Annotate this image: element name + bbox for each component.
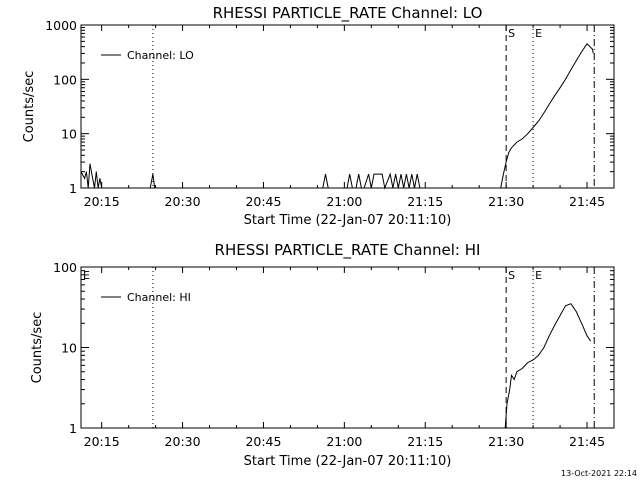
y-tick-label: 100 <box>53 260 77 275</box>
x-axis-label: Start Time (22-Jan-07 20:11:10) <box>244 454 452 469</box>
x-tick-label: 21:30 <box>488 194 524 209</box>
series-line <box>80 43 594 190</box>
x-tick-label: 21:00 <box>326 194 362 209</box>
x-tick-label: 20:15 <box>84 434 120 449</box>
y-tick-label: 1 <box>69 181 77 196</box>
x-tick-label: 21:45 <box>569 194 605 209</box>
y-tick-label: 1 <box>69 421 77 436</box>
x-tick-label: 20:45 <box>245 434 281 449</box>
x-tick-label: 20:30 <box>165 194 201 209</box>
y-tick-label: 1000 <box>45 18 77 33</box>
y-axis-label: Counts/sec <box>30 312 45 384</box>
chart-title: RHESSI PARTICLE_RATE Channel: HI <box>215 241 481 260</box>
x-tick-label: 20:15 <box>84 194 120 209</box>
legend-label: Channel: LO <box>127 49 194 62</box>
chart-title: RHESSI PARTICLE_RATE Channel: LO <box>213 4 483 23</box>
legend-label: Channel: HI <box>127 291 191 304</box>
x-tick-label: 20:30 <box>165 434 201 449</box>
x-tick-label: 21:45 <box>569 434 605 449</box>
marker-label: E <box>535 27 542 40</box>
x-tick-label: 21:15 <box>407 194 443 209</box>
x-tick-label: 20:45 <box>245 194 281 209</box>
marker-label: S <box>508 269 515 282</box>
y-axis-label: Counts/sec <box>22 71 37 143</box>
marker-label: S <box>508 27 515 40</box>
y-tick-label: 10 <box>61 127 77 142</box>
marker-label: E <box>535 269 542 282</box>
y-tick-label: 10 <box>61 341 77 356</box>
x-axis-label: Start Time (22-Jan-07 20:11:10) <box>244 213 452 228</box>
corner-label: E <box>83 269 90 282</box>
x-tick-label: 21:30 <box>488 434 524 449</box>
footer-timestamp: 13-Oct-2021 22:14 <box>561 469 637 478</box>
panel-hi: RHESSI PARTICLE_RATE Channel: HI Start Ti… <box>30 241 615 469</box>
y-tick-label: 100 <box>53 72 77 87</box>
x-tick-label: 21:00 <box>326 434 362 449</box>
x-tick-label: 21:15 <box>407 434 443 449</box>
panel-lo: RHESSI PARTICLE_RATE Channel: LO Start Ti… <box>22 4 615 228</box>
series-line <box>504 303 592 429</box>
